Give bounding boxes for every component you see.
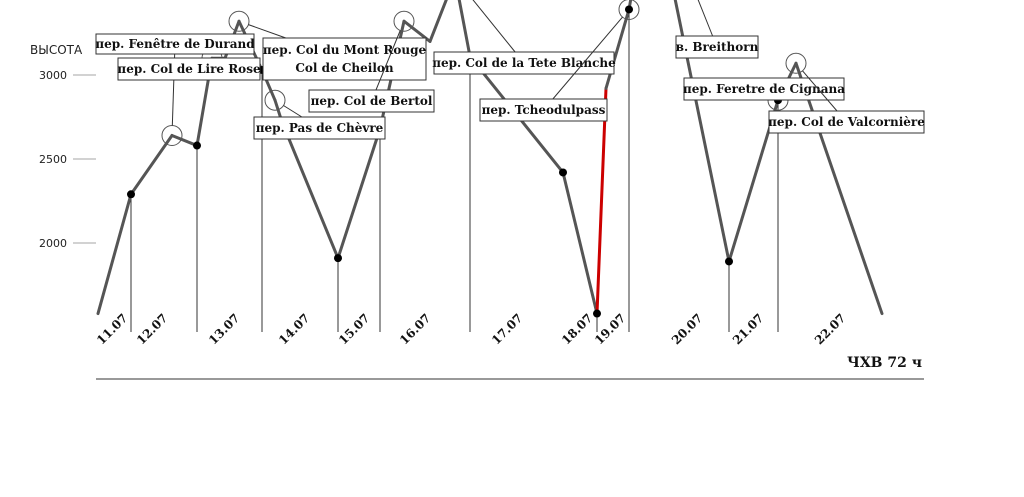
annotation-box <box>308 89 435 113</box>
y-tick-label: 2500 <box>39 153 67 166</box>
date-label: 22.07 <box>812 311 848 347</box>
data-point <box>625 5 633 14</box>
series-segment <box>428 0 448 43</box>
annotation-box <box>117 57 261 81</box>
annotation-leader <box>697 0 714 37</box>
data-point <box>334 254 342 263</box>
day-dividers <box>130 9 779 332</box>
date-label: 13.07 <box>206 311 242 347</box>
annotation-circle <box>228 10 250 32</box>
y-tick-label: 3000 <box>39 69 67 82</box>
series-segment <box>673 0 731 263</box>
annotation-label: Col de Cheilon <box>295 61 394 75</box>
annotation-label: пер. Col de la Tete Blanche <box>432 56 616 70</box>
data-point <box>593 309 601 318</box>
annotation-leader <box>283 105 303 118</box>
date-label: 17.07 <box>489 311 525 347</box>
annotation-label: пер. Pas de Chèvre <box>256 121 384 135</box>
date-labels: 11.07 12.07 13.07 14.07 15.07 16.07 17.07 18.07… <box>94 311 848 347</box>
annotation-box <box>479 98 608 122</box>
series-segment <box>170 133 199 148</box>
annotation-leader <box>248 24 286 39</box>
date-label: 20.07 <box>669 311 705 347</box>
footer-label: ЧХВ 72 ч <box>847 355 922 371</box>
series-segment <box>794 61 884 316</box>
annotation-label: пер. Fenêtre de Durand <box>95 37 255 51</box>
annotation-box <box>253 116 386 140</box>
annotation-box <box>433 51 615 75</box>
date-label: 11.07 <box>94 311 130 347</box>
data-point <box>127 190 135 199</box>
date-label: 15.07 <box>336 311 372 347</box>
annotation-circle <box>618 0 640 20</box>
y-axis-ticks: 20002500300035004000 <box>39 69 96 250</box>
series-segment <box>561 170 599 316</box>
annotation-leader <box>802 70 838 112</box>
data-point <box>559 168 567 177</box>
annotation-label: пер. Col du Mont Rouge <box>263 43 427 57</box>
data-point <box>725 257 733 266</box>
annotation-label: пер. Col de Lire Rose <box>117 62 261 76</box>
annotation-label: пер. Feretre de Cignana <box>683 82 845 96</box>
annotation-leader <box>472 0 516 53</box>
annotation-label: пер. Col de Valcornière <box>768 115 925 129</box>
series-segment <box>280 120 340 260</box>
y-tick-label: 2000 <box>39 237 67 250</box>
annotation-circle <box>785 52 807 74</box>
annotation-box <box>262 37 427 81</box>
date-label: 16.07 <box>397 311 433 347</box>
annotation-box <box>683 77 845 101</box>
y-axis-label: ВЫСОТА <box>30 43 83 57</box>
series-segment <box>457 0 472 59</box>
annotation-box <box>95 33 255 55</box>
date-label: 21.07 <box>730 311 766 347</box>
annotation-circle <box>393 10 415 32</box>
series-segment <box>604 7 631 90</box>
annotation-label: пер. Col de Bertol <box>311 94 433 108</box>
annotation-leader <box>375 30 401 91</box>
annotation-circle <box>161 124 183 146</box>
highlight-segment <box>595 86 608 316</box>
annotation-box <box>675 35 759 59</box>
series-segment <box>129 133 174 196</box>
series-segment <box>96 192 133 316</box>
annotation-label: в. Breithorn <box>676 40 759 54</box>
data-point <box>193 141 201 150</box>
date-label: 12.07 <box>134 311 170 347</box>
series-segment <box>336 127 382 260</box>
annotation-circle <box>264 89 286 111</box>
date-label: 18.07 <box>559 311 595 347</box>
date-label: 14.07 <box>276 311 312 347</box>
annotation-label: пер. Tcheodulpass <box>482 103 606 117</box>
annotation-leader <box>552 16 623 100</box>
annotations: пер. Fenêtre de Durand пер. Col de Lire R… <box>95 0 925 140</box>
annotation-box <box>768 110 925 134</box>
